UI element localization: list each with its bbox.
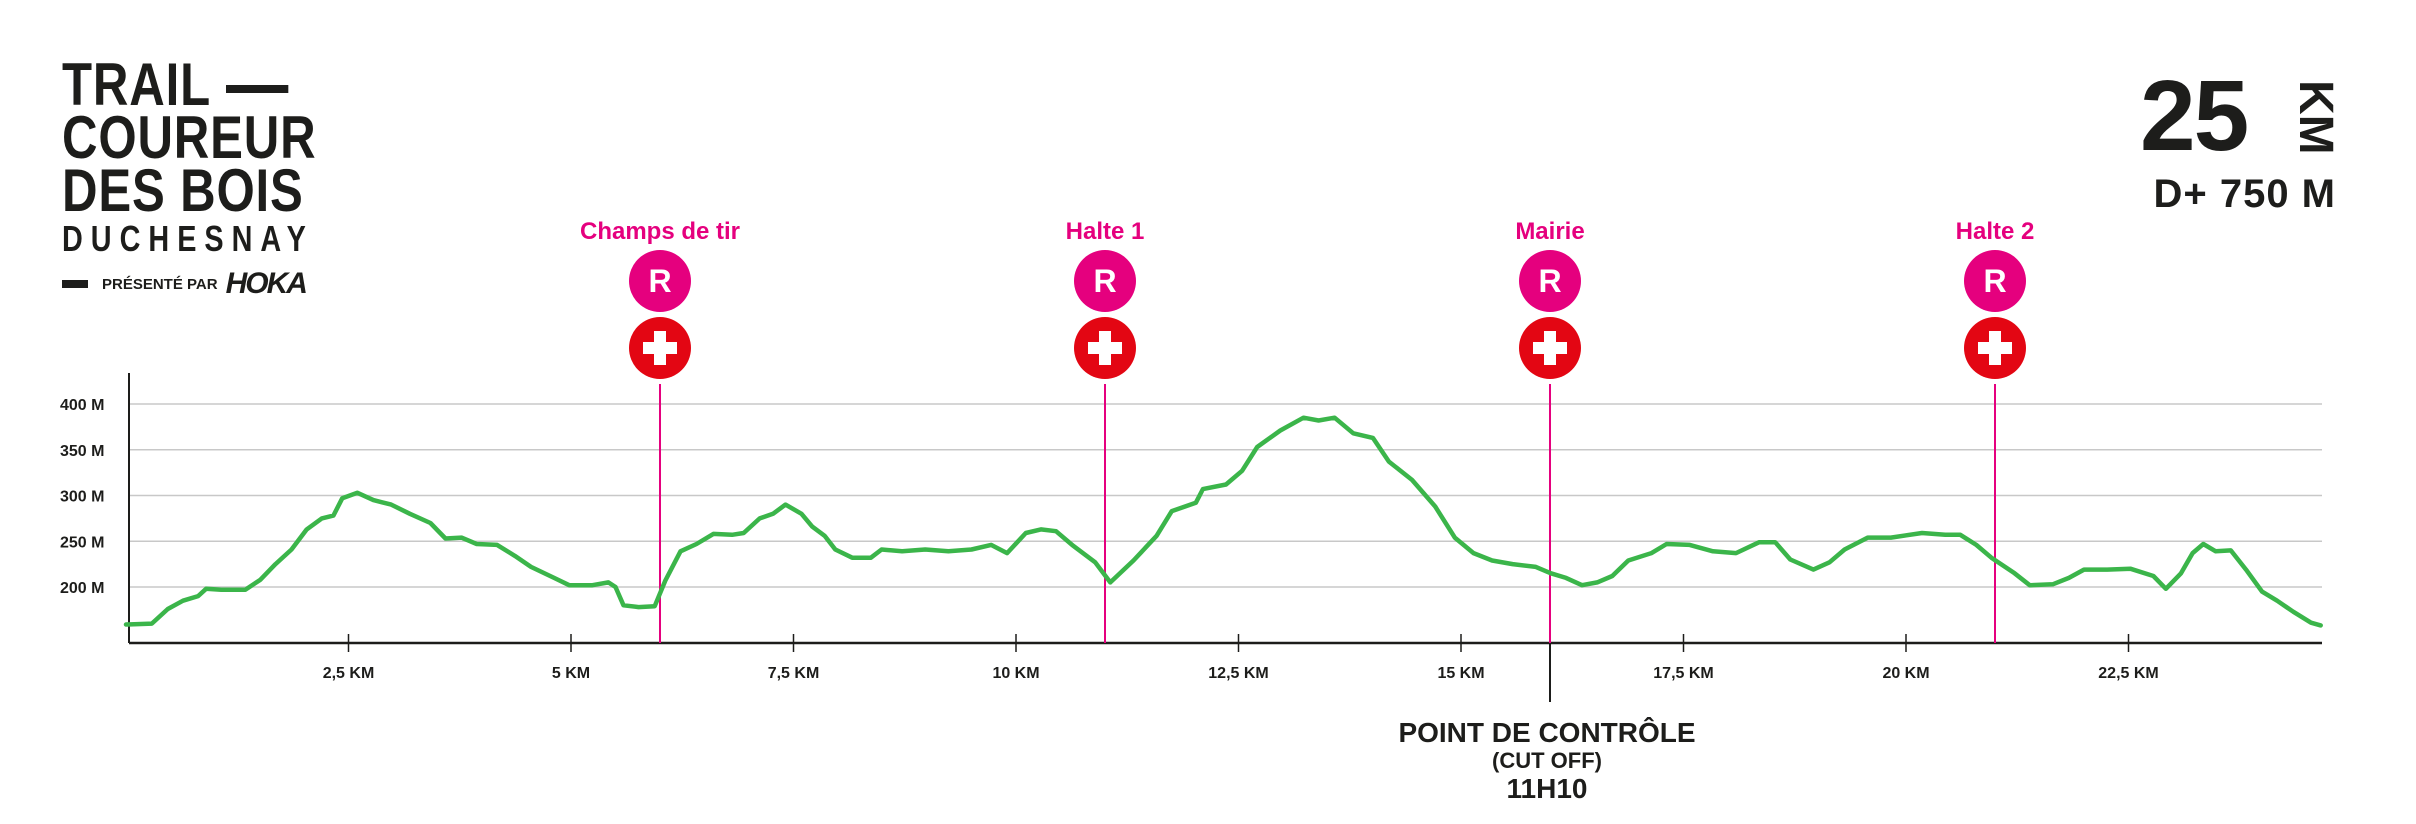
x-tick-label: 17,5 KM bbox=[1653, 665, 1713, 682]
logo-dash bbox=[225, 85, 289, 94]
marker-label: Halte 1 bbox=[1065, 218, 1145, 245]
cross-icon bbox=[643, 331, 677, 365]
first-aid-icon bbox=[629, 317, 691, 379]
elevation-line bbox=[123, 415, 2323, 628]
x-tick-label: 7,5 KM bbox=[768, 665, 820, 682]
checkpoint-subtitle: (CUT OFF) bbox=[1492, 748, 1602, 773]
cross-icon bbox=[1978, 331, 2012, 365]
presented-by-text: PRÉSENTÉ PAR bbox=[102, 275, 218, 293]
logo-line: TRAIL bbox=[62, 55, 320, 115]
refreshment-icon: R bbox=[1964, 250, 2026, 312]
x-tick-label: 20 KM bbox=[1882, 665, 1929, 682]
first-aid-icon bbox=[1519, 317, 1581, 379]
y-tick-label: 250 M bbox=[60, 534, 104, 551]
elevation-gain: D+ 750 M bbox=[2153, 172, 2336, 216]
y-tick-label: 300 M bbox=[60, 489, 104, 506]
x-tick-label: 5 KM bbox=[552, 665, 590, 682]
sponsor-logo: HOKA bbox=[225, 267, 308, 300]
refreshment-icon: R bbox=[1519, 250, 1581, 312]
x-tick-label: 12,5 KM bbox=[1208, 665, 1268, 682]
cross-icon bbox=[1533, 331, 1567, 365]
x-tick-label: 15 KM bbox=[1437, 665, 1484, 682]
marker-label: Mairie bbox=[1515, 218, 1585, 245]
checkpoint-time: 11H10 bbox=[1506, 773, 1588, 804]
y-tick-label: 400 M bbox=[60, 397, 104, 414]
y-tick-label: 350 M bbox=[60, 443, 104, 460]
x-tick-label: 2,5 KM bbox=[323, 665, 375, 682]
refreshment-icon: R bbox=[1074, 250, 1136, 312]
y-tick-label: 200 M bbox=[60, 580, 104, 597]
logo-dash bbox=[62, 280, 88, 288]
presented-by: PRÉSENTÉ PAR HOKA bbox=[62, 267, 377, 301]
first-aid-icon bbox=[1074, 317, 1136, 379]
logo-text-coureur: COUREUR bbox=[62, 104, 317, 171]
race-distance: 25 bbox=[2140, 60, 2249, 172]
checkpoint-label: POINT DE CONTRÔLE (CUT OFF) 11H10 bbox=[1398, 718, 1695, 804]
logo-text-duchesnay: DUCHESNAY bbox=[62, 218, 314, 259]
marker-label: Halte 2 bbox=[1955, 218, 2035, 245]
x-tick-label: 10 KM bbox=[992, 665, 1039, 682]
logo-text-des-bois: DES BOIS bbox=[62, 157, 304, 224]
checkpoint-title: POINT DE CONTRÔLE bbox=[1398, 717, 1696, 748]
marker-label: Champs de tir bbox=[579, 218, 741, 245]
first-aid-icon bbox=[1964, 317, 2026, 379]
x-tick-label: 22,5 KM bbox=[2098, 665, 2158, 682]
logo-text-trail: TRAIL bbox=[62, 51, 211, 118]
event-logo: TRAIL COUREUR DES BOIS DUCHESNAY PRÉSENT… bbox=[62, 55, 377, 301]
cross-icon bbox=[1088, 331, 1122, 365]
refreshment-icon: R bbox=[629, 250, 691, 312]
